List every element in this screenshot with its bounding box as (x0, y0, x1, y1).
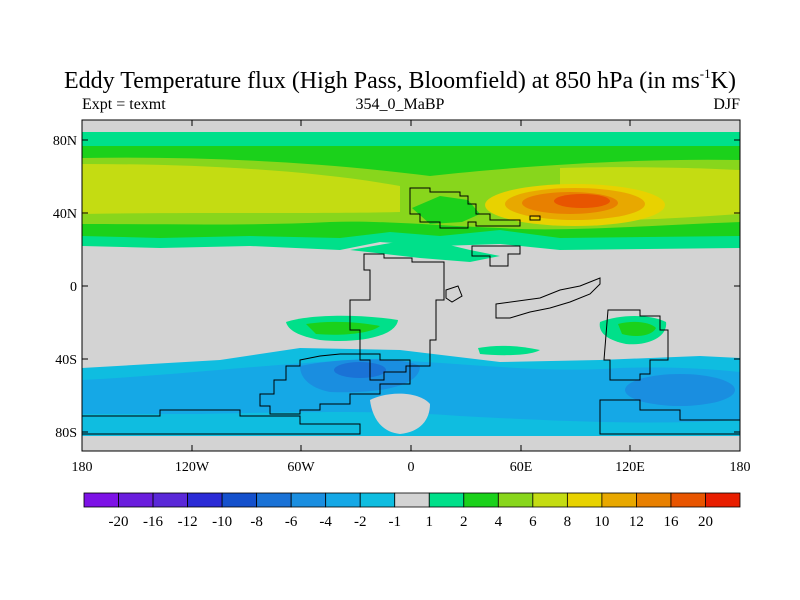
colorbar-box (325, 492, 361, 508)
colorbar-label: -2 (354, 514, 367, 530)
colorbar-box (152, 492, 188, 508)
x-tick-label: 120W (175, 460, 210, 475)
y-tick-label: 80S (55, 426, 77, 441)
colorbar-label: -20 (109, 514, 129, 530)
contour-north-16-20 (554, 194, 610, 208)
colorbar-label: 4 (495, 514, 503, 530)
colorbar-label: 2 (460, 514, 468, 530)
colorbar-label: 1 (426, 514, 434, 530)
colorbar-label: -4 (319, 514, 332, 530)
x-axis-labels: 180 120W 60W 0 60E 120E 180 (72, 460, 751, 475)
colorbar-box (118, 492, 154, 508)
coast-small-island (529, 215, 541, 221)
map-field (82, 120, 740, 451)
colorbar-label: 16 (663, 514, 679, 530)
plot-title: Eddy Temperature flux (High Pass, Bloomf… (64, 66, 736, 94)
coast-arabia (471, 245, 521, 267)
colorbar-box (221, 492, 258, 508)
colorbar-label: 6 (529, 514, 537, 530)
colorbar-box (532, 492, 568, 508)
y-tick-label: 40N (53, 207, 77, 222)
band-south-2-4 (82, 360, 740, 423)
coast-india-asia (495, 277, 601, 319)
colorbar-box (566, 492, 603, 508)
patch-europe-green (412, 196, 480, 224)
gap-southern-ocean (370, 393, 430, 434)
coast-eurasia (409, 187, 521, 229)
colorbar-box (497, 492, 534, 508)
contour-south-6-8 (334, 362, 386, 378)
coast-australia (603, 309, 669, 381)
y-tick-label: 0 (70, 280, 77, 295)
colorbar-box (670, 492, 706, 508)
patch-south-pacific (120, 425, 156, 432)
colorbar-label: 8 (564, 514, 572, 530)
x-tick-label: 0 (408, 460, 415, 475)
colorbar-label: -16 (143, 514, 163, 530)
colorbar-label: 20 (698, 514, 713, 530)
coast-south-america (259, 353, 411, 415)
tongue-mediterranean (350, 238, 500, 262)
coast-southern-africa (445, 285, 463, 303)
experiment-label: Expt = texmt (82, 96, 166, 113)
colorbar-box (359, 492, 396, 508)
colorbar-label: -1 (388, 514, 401, 530)
coast-africa (349, 253, 445, 381)
patch-africa-south (478, 345, 540, 356)
coast-antarctica (82, 409, 361, 435)
coastlines (82, 187, 740, 435)
x-tick-label: 120E (615, 460, 645, 475)
season-label: DJF (713, 96, 740, 113)
colorbar-label: -8 (250, 514, 263, 530)
colorbar-box (705, 492, 741, 508)
coast-antarctica-east (599, 399, 740, 435)
gap-antarctica (82, 436, 740, 451)
experiment-id: 354_0_MaBP (355, 96, 445, 113)
colorbar-label: 12 (629, 514, 644, 530)
colorbar-box (428, 492, 465, 508)
colorbar-box (601, 492, 637, 508)
y-tick-label: 80N (53, 134, 77, 149)
colorbar-label: 10 (594, 514, 609, 530)
colorbar-box (290, 492, 327, 508)
patch-australia-inner (618, 321, 656, 336)
y-axis-ticks (82, 139, 740, 433)
contour-south-4-6-east (625, 374, 735, 406)
x-tick-label: 60W (287, 460, 315, 475)
colorbar: -20 -16 -12 -10 -8 -6 -4 -2 -1 1 2 4 6 8 10 12 16 20 (83, 492, 741, 530)
y-axis-labels: 80N 40N 0 40S 80S (53, 134, 77, 441)
colorbar-label: -6 (285, 514, 298, 530)
colorbar-label: -12 (178, 514, 198, 530)
x-tick-label: 60E (510, 460, 533, 475)
colorbar-box (394, 492, 430, 508)
colorbar-label: -10 (212, 514, 232, 530)
colorbar-box (463, 492, 499, 508)
patch-south-america-inner (306, 321, 380, 335)
x-tick-label: 180 (72, 460, 93, 475)
colorbar-box (83, 492, 119, 508)
x-axis-ticks (81, 120, 741, 451)
colorbar-box (187, 492, 223, 508)
colorbar-box (256, 492, 292, 508)
colorbar-box (636, 492, 672, 508)
x-tick-label: 180 (730, 460, 751, 475)
y-tick-label: 40S (55, 353, 77, 368)
band-north-6-8 (82, 164, 400, 214)
